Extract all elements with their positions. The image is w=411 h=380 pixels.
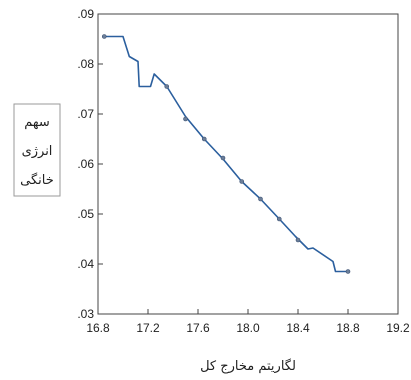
- data-point: [101, 34, 107, 39]
- data-point: [220, 155, 226, 161]
- y-tick-label: .03: [77, 307, 94, 321]
- marker-group: [101, 34, 351, 274]
- x-tick-label: 17.6: [186, 321, 210, 335]
- y-tick-label: .06: [77, 157, 94, 171]
- x-tick-label: 19.2: [386, 321, 410, 335]
- y-tick-label: .08: [77, 57, 94, 71]
- y-tick-label: .04: [77, 257, 94, 271]
- axis-ticks: [97, 13, 399, 315]
- data-point: [183, 116, 188, 122]
- data-point: [258, 196, 263, 202]
- x-tick-labels: 16.8 17.2 17.6 18.0 18.4 18.8 19.2: [86, 321, 410, 335]
- data-point: [201, 136, 207, 142]
- y-axis-label-line-2: انرژی: [22, 144, 53, 159]
- plot-frame: [97, 13, 399, 315]
- x-tick-label: 16.8: [86, 321, 110, 335]
- data-point: [239, 179, 245, 184]
- data-point: [164, 84, 170, 89]
- y-tick-label: .05: [77, 207, 94, 221]
- x-tick-label: 17.2: [136, 321, 160, 335]
- y-axis-label-box: [13, 103, 61, 197]
- y-tick-label: .09: [77, 7, 94, 21]
- y-axis-label: سهم انرژی خانگی: [13, 103, 61, 197]
- series-line: [104, 35, 348, 273]
- data-point: [295, 237, 301, 243]
- y-axis-label-line-3: خانگی: [20, 172, 54, 188]
- x-tick-label: 18.4: [286, 321, 310, 335]
- y-tick-label: .07: [77, 107, 94, 121]
- x-tick-label: 18.0: [236, 321, 260, 335]
- x-axis-label: لگاریتم مخارج کل: [200, 358, 296, 374]
- x-tick-label: 18.8: [336, 321, 360, 335]
- data-point: [276, 216, 282, 222]
- y-tick-labels: .03 .04 .05 .06 .07 .08 .09: [77, 7, 94, 321]
- y-axis-label-line-1: سهم: [24, 115, 50, 130]
- data-point: [345, 269, 351, 274]
- series-group: [104, 35, 348, 273]
